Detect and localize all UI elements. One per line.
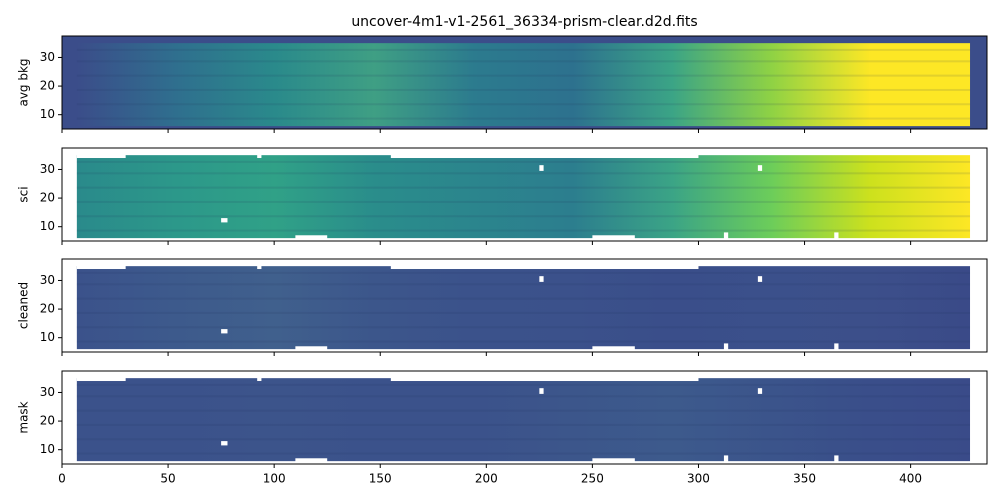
masked-region: [257, 376, 262, 382]
image-stripe: [76, 271, 971, 274]
y-tick-label: 20: [40, 302, 55, 316]
masked-region: [295, 346, 328, 352]
image-stripe: [76, 186, 971, 189]
image-stripe: [76, 74, 971, 77]
x-tick-label: 0: [58, 472, 66, 486]
masked-pixel: [221, 218, 228, 223]
y-tick-label: 10: [40, 330, 55, 344]
masked-pixel: [221, 329, 228, 334]
x-tick-label: 250: [581, 472, 604, 486]
image-stripe: [76, 48, 971, 51]
masked-region: [834, 455, 839, 464]
image-stripe: [76, 326, 971, 329]
image-stripe: [76, 172, 971, 175]
masked-region: [390, 264, 699, 270]
y-axis-label: sci: [17, 186, 31, 202]
masked-region: [592, 458, 635, 464]
masked-region: [757, 165, 763, 171]
masked-region: [295, 458, 328, 464]
image-stripe: [76, 200, 971, 203]
y-tick-label: 10: [40, 442, 55, 456]
masked-region: [76, 376, 126, 382]
image-stripe: [76, 283, 971, 286]
y-tick-label: 20: [40, 191, 55, 205]
masked-region: [592, 346, 635, 352]
image-stripe: [76, 311, 971, 314]
image-stripe: [76, 60, 971, 63]
image-stripe: [76, 423, 971, 426]
image-stripe: [76, 409, 971, 412]
masked-region: [723, 455, 729, 464]
chart-title: uncover-4m1-v1-2561_36334-prism-clear.d2…: [351, 14, 697, 30]
image-stripe: [76, 117, 971, 120]
axes-frame: [61, 147, 988, 242]
x-tick-label: 300: [687, 472, 710, 486]
masked-region: [539, 388, 544, 394]
masked-region: [257, 264, 262, 270]
x-tick-label: 350: [793, 472, 816, 486]
image-stripe: [76, 297, 971, 300]
y-axis-label: mask: [17, 401, 31, 433]
heatmap-image: [76, 43, 971, 127]
heatmap-image: [76, 266, 971, 350]
axes-frame: [61, 258, 988, 353]
masked-region: [76, 153, 126, 159]
masked-region: [757, 388, 763, 394]
x-tick-label: 200: [475, 472, 498, 486]
heatmap-image: [76, 378, 971, 462]
image-stripe: [76, 215, 971, 218]
masked-region: [539, 276, 544, 282]
y-tick-label: 10: [40, 107, 55, 121]
image-stripe: [76, 229, 971, 232]
image-stripe: [76, 438, 971, 441]
y-tick-label: 30: [40, 50, 55, 64]
image-stripe: [76, 340, 971, 343]
x-tick-label: 150: [369, 472, 392, 486]
masked-region: [723, 343, 729, 352]
masked-region: [723, 232, 729, 241]
image-stripe: [76, 160, 971, 163]
masked-region: [757, 276, 763, 282]
y-tick-label: 30: [40, 273, 55, 287]
masked-region: [390, 153, 699, 159]
masked-region: [834, 343, 839, 352]
image-stripe: [76, 103, 971, 106]
masked-pixel: [221, 441, 228, 446]
image-stripe: [76, 452, 971, 455]
y-tick-label: 20: [40, 414, 55, 428]
y-axis-label: cleaned: [17, 282, 31, 329]
masked-region: [295, 235, 328, 241]
x-tick-label: 50: [160, 472, 175, 486]
axes-frame: [61, 35, 988, 130]
y-axis-label: avg bkg: [17, 58, 31, 106]
masked-region: [257, 153, 262, 159]
masked-region: [539, 165, 544, 171]
x-tick-label: 400: [899, 472, 922, 486]
x-tick-label: 100: [263, 472, 286, 486]
y-tick-label: 10: [40, 219, 55, 233]
image-stripe: [76, 395, 971, 398]
masked-region: [390, 376, 699, 382]
axes-frame: [61, 370, 988, 465]
image-stripe: [76, 88, 971, 91]
masked-region: [592, 235, 635, 241]
masked-region: [76, 264, 126, 270]
image-stripe: [76, 383, 971, 386]
y-tick-label: 20: [40, 79, 55, 93]
masked-region: [834, 232, 839, 241]
y-tick-label: 30: [40, 385, 55, 399]
y-tick-label: 30: [40, 162, 55, 176]
heatmap-image: [76, 155, 971, 239]
